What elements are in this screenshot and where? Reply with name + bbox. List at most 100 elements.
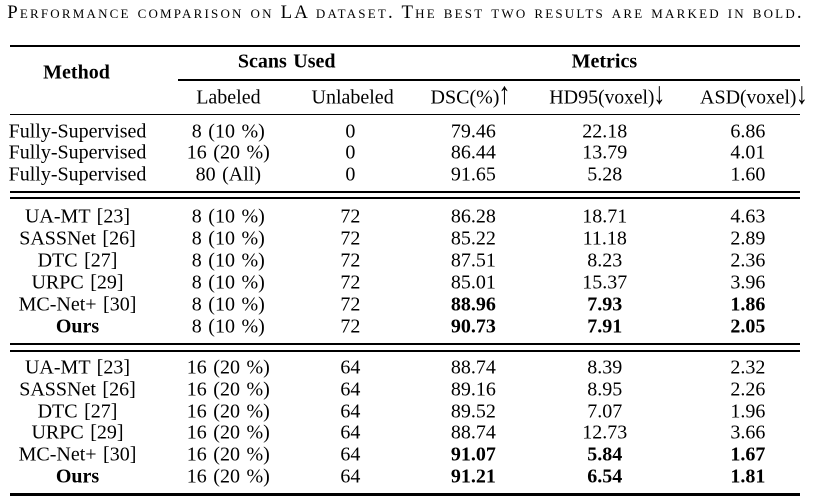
cell-dsc: 91.65: [450, 163, 496, 186]
cell-labeled: 8 (10 %): [191, 315, 265, 337]
group2-separator-rule-a: [10, 343, 800, 346]
cell-dsc: 85.22: [450, 227, 496, 250]
down-arrow-icon: ↓: [653, 76, 666, 111]
cell-hd95: 7.93: [587, 293, 623, 316]
cell-unlabeled: 72: [340, 205, 361, 228]
table-caption: Performance comparison on LA dataset. Th…: [7, 1, 804, 23]
cell-dsc: 91.07: [450, 443, 496, 466]
cell-dsc: 88.74: [450, 421, 496, 444]
cell-asd: 2.89: [730, 227, 766, 250]
col-header-asd-label: ASD: [700, 86, 741, 109]
cell-dsc: 85.01: [450, 271, 496, 294]
cell-unlabeled: 0: [345, 163, 356, 186]
cell-labeled: 16 (20 %): [186, 356, 270, 379]
cell-asd: 1.86: [730, 293, 766, 316]
group1-separator-rule-b: [10, 197, 800, 200]
cell-method: URPC [29]: [31, 421, 124, 444]
cell-asd: 2.05: [730, 315, 766, 337]
cell-asd: 1.67: [730, 443, 766, 466]
cell-method: MC-Net+ [30]: [18, 293, 137, 316]
cell-hd95: 8.95: [587, 378, 623, 401]
cell-asd: 4.63: [730, 205, 766, 228]
cell-dsc: 79.46: [450, 120, 496, 142]
cell-unlabeled: 72: [340, 271, 361, 294]
cell-unlabeled: 72: [340, 315, 361, 337]
cell-hd95: 5.28: [587, 163, 623, 186]
cell-dsc: 87.51: [450, 249, 496, 272]
cell-hd95: 7.91: [587, 315, 623, 337]
cell-hd95: 8.39: [587, 356, 623, 379]
cell-unlabeled: 64: [340, 378, 361, 401]
cell-dsc: 89.52: [450, 400, 496, 423]
col-header-dsc-label: DSC(%): [430, 86, 500, 109]
cell-labeled: 80 (All): [195, 163, 261, 186]
cell-unlabeled: 64: [340, 356, 361, 379]
cell-asd: 4.01: [730, 141, 766, 164]
cell-asd: 2.32: [730, 356, 766, 379]
col-group-scans-used: Scans Used: [237, 50, 336, 73]
cell-method: Fully-Supervised: [8, 120, 147, 142]
cell-unlabeled: 64: [340, 400, 361, 423]
col-header-hd95: HD95(voxel)↓: [549, 77, 665, 111]
cell-unlabeled: 0: [345, 120, 356, 142]
cell-method: DTC [27]: [37, 249, 118, 272]
col-header-unlabeled: Unlabeled: [311, 86, 394, 109]
up-arrow-icon: ↑: [498, 76, 511, 111]
cell-labeled: 16 (20 %): [186, 378, 270, 401]
cell-labeled: 8 (10 %): [191, 249, 265, 272]
cell-method: DTC [27]: [37, 400, 118, 423]
table-top-rule: [10, 44, 800, 48]
cell-labeled: 8 (10 %): [191, 293, 265, 316]
cell-hd95: 13.79: [582, 141, 628, 164]
down-arrow-icon: ↓: [795, 76, 808, 111]
cell-hd95: 7.07: [587, 400, 623, 423]
cell-dsc: 86.28: [450, 205, 496, 228]
cell-asd: 2.36: [730, 249, 766, 272]
cell-hd95: 5.84: [587, 443, 623, 466]
cell-unlabeled: 72: [340, 293, 361, 316]
cell-asd: 1.96: [730, 400, 766, 423]
cell-unlabeled: 72: [340, 249, 361, 272]
cell-labeled: 16 (20 %): [186, 465, 270, 488]
cell-asd: 3.96: [730, 271, 766, 294]
header-cmidrule: [177, 79, 800, 81]
cell-hd95: 15.37: [582, 271, 628, 294]
cell-asd: 3.66: [730, 421, 766, 444]
cell-method: Ours: [55, 465, 100, 488]
cell-method: MC-Net+ [30]: [18, 443, 137, 466]
col-group-metrics: Metrics: [571, 50, 638, 73]
col-header-method: Method: [43, 61, 110, 83]
cell-labeled: 8 (10 %): [191, 205, 265, 228]
cell-method: Fully-Supervised: [8, 163, 147, 186]
cell-unlabeled: 0: [345, 141, 356, 164]
cell-asd: 6.86: [730, 120, 766, 142]
cell-labeled: 8 (10 %): [191, 227, 265, 250]
cell-asd: 1.60: [730, 163, 766, 186]
cell-dsc: 90.73: [450, 315, 496, 337]
cell-labeled: 16 (20 %): [186, 141, 270, 164]
table-bottom-rule: [10, 493, 800, 497]
col-header-asd-unit: (voxel): [740, 87, 797, 109]
cell-method: SASSNet [26]: [19, 378, 136, 401]
cell-asd: 1.81: [730, 465, 766, 488]
col-header-hd95-unit: (voxel): [598, 87, 655, 109]
cell-method: Fully-Supervised: [8, 141, 147, 164]
col-header-labeled: Labeled: [196, 86, 261, 109]
col-header-hd95-label: HD95: [549, 86, 599, 109]
col-header-asd: ASD(voxel)↓: [700, 77, 807, 111]
cell-hd95: 6.54: [587, 465, 623, 488]
cell-unlabeled: 72: [340, 227, 361, 250]
cell-method: UA-MT [23]: [24, 356, 131, 379]
header-bottom-rule: [10, 113, 800, 116]
cell-unlabeled: 64: [340, 443, 361, 466]
cell-dsc: 86.44: [450, 141, 496, 164]
cell-dsc: 89.16: [450, 378, 496, 401]
cell-hd95: 22.18: [582, 120, 628, 142]
cell-labeled: 16 (20 %): [186, 400, 270, 423]
cell-dsc: 91.21: [450, 465, 496, 488]
cell-asd: 2.26: [730, 378, 766, 401]
cell-unlabeled: 64: [340, 465, 361, 488]
cell-unlabeled: 64: [340, 421, 361, 444]
cell-labeled: 16 (20 %): [186, 443, 270, 466]
